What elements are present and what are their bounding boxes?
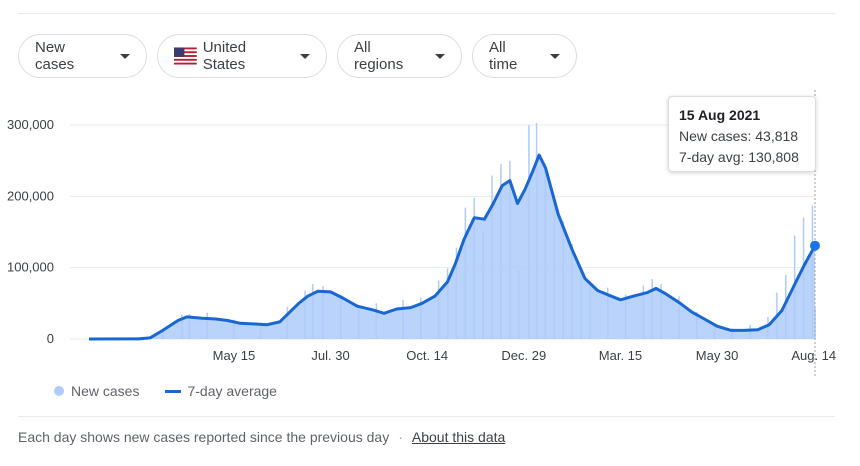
y-tick-label: 0 bbox=[47, 331, 54, 346]
tooltip: 15 Aug 2021 New cases: 43,818 7-day avg:… bbox=[668, 96, 816, 172]
region-dropdown-label: All regions bbox=[354, 39, 404, 73]
average-legend-icon bbox=[165, 389, 182, 393]
x-tick-label: May 30 bbox=[696, 348, 739, 363]
x-tick-label: Oct. 14 bbox=[406, 348, 448, 363]
seven-day-average-line bbox=[88, 153, 817, 341]
x-tick-label: Mar. 15 bbox=[599, 348, 642, 363]
caret-down-icon bbox=[550, 53, 560, 59]
chart-legend: New cases 7-day average bbox=[54, 383, 277, 399]
x-tick-label: Aug. 14 bbox=[791, 348, 836, 363]
footer-separator: · bbox=[398, 429, 403, 445]
metric-dropdown[interactable]: New cases bbox=[18, 34, 147, 78]
x-axis-labels: May 15 Jul. 30 Oct. 14 Dec. 29 Mar. 15 May 30… bbox=[213, 348, 837, 363]
y-tick-label: 200,000 bbox=[7, 188, 54, 203]
y-axis-labels: 0 100,000 200,000 300,000 bbox=[7, 117, 54, 346]
caret-down-icon bbox=[120, 53, 130, 59]
footer-note: Each day shows new cases reported since … bbox=[18, 429, 390, 445]
tooltip-avg-value: 130,808 bbox=[748, 149, 799, 165]
tooltip-avg-label: 7-day avg: bbox=[679, 149, 745, 165]
tooltip-avg: 7-day avg: 130,808 bbox=[679, 147, 805, 168]
time-range-dropdown[interactable]: All time bbox=[472, 34, 577, 78]
metric-dropdown-label: New cases bbox=[35, 39, 75, 73]
cases-chart[interactable]: 0 100,000 200,000 300,000 May 15 Jul. 30 Oct.… bbox=[0, 90, 860, 380]
location-dropdown[interactable]: United States bbox=[157, 34, 327, 78]
tooltip-new-cases-value: 43,818 bbox=[755, 128, 799, 144]
y-tick-label: 100,000 bbox=[7, 260, 54, 275]
time-range-dropdown-label: All time bbox=[489, 39, 518, 73]
footer: Each day shows new cases reported since … bbox=[18, 429, 505, 445]
about-data-link[interactable]: About this data bbox=[411, 429, 506, 445]
location-dropdown-label: United States bbox=[202, 39, 247, 73]
cases-area bbox=[89, 155, 815, 339]
new-cases-legend-label: New cases bbox=[71, 383, 140, 399]
y-tick-label: 300,000 bbox=[7, 117, 54, 132]
x-tick-label: Jul. 30 bbox=[311, 348, 349, 363]
x-tick-label: May 15 bbox=[213, 348, 256, 363]
region-dropdown[interactable]: All regions bbox=[337, 34, 462, 78]
tooltip-new-cases-label: New cases: bbox=[679, 128, 752, 144]
caret-down-icon bbox=[300, 53, 310, 59]
average-legend-label: 7-day average bbox=[187, 383, 277, 399]
hover-point bbox=[810, 240, 820, 251]
tooltip-date: 15 Aug 2021 bbox=[679, 107, 761, 123]
bottom-divider bbox=[18, 416, 835, 417]
us-flag-icon bbox=[174, 47, 197, 65]
tooltip-new-cases: New cases: 43,818 bbox=[679, 126, 805, 147]
new-cases-legend-icon bbox=[54, 386, 64, 396]
top-divider bbox=[18, 13, 835, 14]
caret-down-icon bbox=[435, 53, 445, 59]
x-tick-label: Dec. 29 bbox=[501, 348, 546, 363]
